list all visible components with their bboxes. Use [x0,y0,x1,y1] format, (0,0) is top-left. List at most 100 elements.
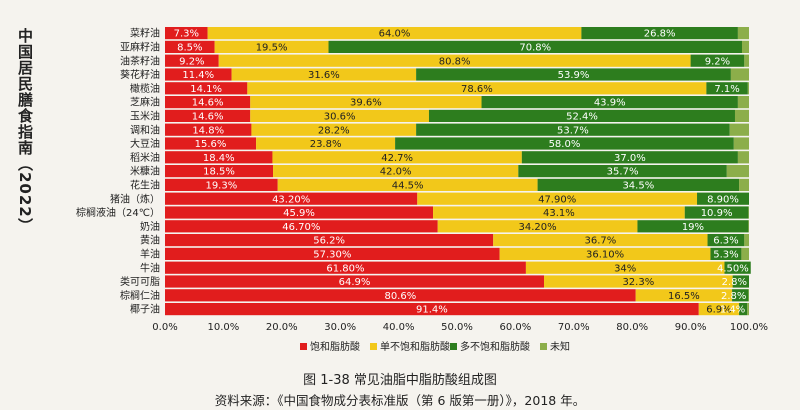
category-label: 椰子油 [130,303,160,316]
category-label: 黄油 [140,234,160,247]
bar-segment [165,206,434,219]
segment-label: 2.8% [722,277,747,288]
bar-segment [724,261,751,274]
segment-label: 34% [614,263,636,274]
legend-label: 多不饱和脂肪酸 [460,340,530,353]
segment-label: 61.80% [326,263,364,274]
bar-segment [737,27,749,40]
segment-label: 80.8% [439,56,471,67]
bar-segment [537,178,740,191]
bar-segment [493,234,708,247]
segment-label: 42.0% [380,167,412,178]
bar-segment [499,247,711,260]
legend-swatch [370,343,377,350]
category-label: 羊油 [140,248,160,261]
bar-segment [741,247,749,260]
bar-segment [732,275,749,288]
legend: 饱和脂肪酸 单不饱和脂肪酸 多不饱和脂肪酸 未知 [300,340,570,353]
segment-label: 8.5% [177,43,202,54]
segment-label: 34.20% [519,222,557,233]
bar-segment [737,96,749,109]
segment-label: 36.7% [584,236,616,247]
bar-segment [707,234,745,247]
bar-segment [744,234,749,247]
segment-label: 45.9% [283,208,315,219]
segment-label: 19.5% [256,43,288,54]
bar-segment [739,178,749,191]
bar-segment [733,137,749,150]
segment-label: 11.4% [182,70,214,81]
category-label: 米糠油 [130,165,160,178]
bar-segment [277,178,538,191]
category-label: 亚麻籽油 [120,41,160,54]
segment-label: 31.6% [308,70,340,81]
bar-segment [214,40,329,53]
category-label: 玉米油 [130,110,160,123]
bar-segment [165,123,252,136]
segment-label: 32.3% [622,277,654,288]
category-label: 芝麻油 [130,96,160,109]
bar-segment [748,289,749,302]
bar-segment [697,192,749,205]
segment-label: 57.30% [313,250,351,261]
bar-segment [481,96,738,109]
segment-label: 18.5% [203,167,235,178]
bar-segment [165,137,257,150]
segment-label: 47.90% [538,194,576,205]
segment-label: 39.6% [350,98,382,109]
segment-label: 53.7% [557,125,589,136]
segment-label: 35.7% [607,167,639,178]
segment-label: 30.6% [324,112,356,123]
segment-label: 14.6% [192,112,224,123]
category-labels: 菜籽油亚麻籽油油茶籽油葵花籽油橄榄油芝麻油玉米油调和油大豆油稻米油米糠油花生油猪… [76,27,160,316]
x-tick-label: 20.0% [266,322,298,333]
bar-segment [433,206,685,219]
segment-label: 46.70% [282,222,320,233]
segment-label: 19.3% [205,181,237,192]
category-label: 橄榄油 [130,82,160,95]
bar-segment [165,275,545,288]
segment-label: 64.9% [339,277,371,288]
category-label: 稻米油 [130,151,160,164]
segment-label: 5.3% [713,250,738,261]
bar-segment [256,137,396,150]
bar-segment [165,68,232,81]
segment-label: 43.9% [594,98,626,109]
bar-segment [165,303,699,316]
bar-segment [165,289,636,302]
x-tick-label: 60.0% [500,322,532,333]
segment-label: 80.6% [384,291,416,302]
bar-segment [273,165,519,178]
category-label: 调和油 [130,123,160,136]
bar-segment [165,82,248,95]
figure-caption: 图 1-38 常见油脂中脂肪酸组成图 [303,373,497,388]
x-tick-label: 90.0% [675,322,707,333]
x-tick-label: 10.0% [208,322,240,333]
bar-segment [739,303,748,316]
bar-segment [165,178,278,191]
x-tick-label: 80.0% [616,322,648,333]
segment-label: 53.9% [558,70,590,81]
segment-label: 58.0% [549,139,581,150]
segment-label: 37.0% [614,153,646,164]
segment-label: 52.4% [566,112,598,123]
bar-segment [747,82,749,95]
bar-segment [165,234,494,247]
category-label: 菜籽油 [130,27,160,40]
bar-segment [581,27,738,40]
bar-segment [732,289,749,302]
segment-label: 19% [682,222,704,233]
bar-segment [165,261,526,274]
bar-segment [748,220,749,233]
segment-label: 2.8% [721,291,746,302]
segment-label: 18.4% [203,153,235,164]
bar-segment [417,192,698,205]
bar-segment [428,109,735,122]
segment-label: 26.8% [644,29,676,40]
bar-segment [218,54,691,67]
bar-segment [744,54,749,67]
bar-segment [690,54,745,67]
category-label: 花生油 [130,179,160,192]
segment-label: 56.2% [313,236,345,247]
segment-label: 42.7% [381,153,413,164]
